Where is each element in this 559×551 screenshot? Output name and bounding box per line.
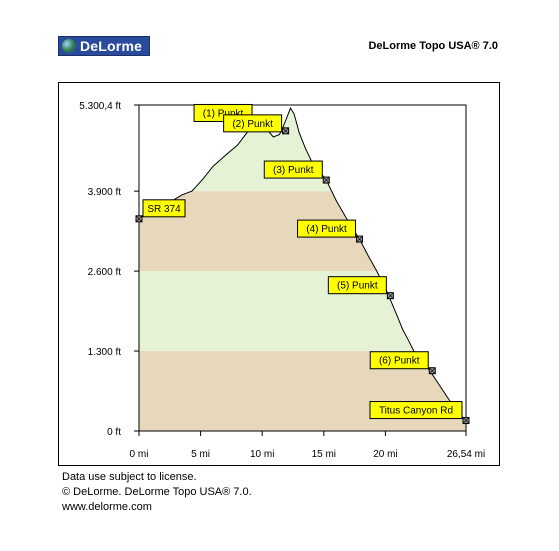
y-tick-label-2: 2.600 ft bbox=[88, 267, 122, 278]
waypoint-4: (3) Punkt bbox=[263, 160, 330, 184]
plot-border bbox=[138, 104, 467, 432]
y-tick-label-0: 0 ft bbox=[107, 427, 121, 438]
elevation-bands bbox=[139, 108, 466, 431]
waypoint-marker-cross-b bbox=[462, 417, 470, 424]
waypoint-label: (4) Punkt bbox=[306, 224, 347, 235]
elevation-band-2 bbox=[139, 271, 466, 352]
x-tick-label-2: 10 mi bbox=[250, 449, 274, 460]
waypoint-label: (6) Punkt bbox=[379, 356, 420, 367]
globe-icon bbox=[62, 39, 76, 53]
waypoint-label: Titus Canyon Rd bbox=[379, 406, 453, 417]
x-tick-label-3: 15 mi bbox=[312, 449, 336, 460]
waypoint-5: (4) Punkt bbox=[297, 219, 364, 243]
y-tick-label-1: 1.300 ft bbox=[88, 347, 122, 358]
waypoint-label-box bbox=[369, 351, 429, 370]
waypoint-label-box bbox=[369, 401, 463, 420]
waypoint-marker-cross-b bbox=[323, 176, 330, 184]
logo-text: DeLorme bbox=[80, 38, 143, 54]
waypoint-label: (5) Punkt bbox=[337, 281, 378, 292]
footer: Data use subject to license. © DeLorme. … bbox=[62, 470, 252, 515]
waypoint-label-box bbox=[297, 219, 357, 238]
license-notice: Data use subject to license. bbox=[62, 471, 197, 483]
waypoint-marker-cross-b bbox=[428, 367, 436, 374]
y-tick-label-4: 5.300,4 ft bbox=[79, 101, 121, 112]
delorme-logo: DeLorme bbox=[58, 36, 150, 56]
waypoint-marker-cross-b bbox=[135, 215, 143, 223]
chart-frame: 0 ft 1.300 ft 2.600 ft 3.900 ft 5.300,4 ft 0 … bbox=[58, 82, 500, 466]
waypoint-label: SR 374 bbox=[147, 204, 181, 215]
waypoint-label: (1) Punkt bbox=[203, 108, 244, 119]
x-tick-label-4: 20 mi bbox=[373, 449, 397, 460]
elevation-profile-line bbox=[138, 106, 467, 421]
waypoint-6: (5) Punkt bbox=[327, 276, 394, 300]
waypoint-marker-cross-b bbox=[387, 292, 394, 299]
waypoint-label: (3) Punkt bbox=[273, 165, 314, 176]
waypoint-label-box bbox=[327, 276, 387, 295]
app-title: DeLorme Topo USA® 7.0 bbox=[368, 40, 498, 52]
y-tick-label-3: 3.900 ft bbox=[88, 187, 122, 198]
waypoint-label-box bbox=[142, 199, 186, 218]
x-tick-label-1: 5 mi bbox=[191, 449, 210, 460]
waypoint-label-box bbox=[263, 160, 323, 179]
x-tick-label-0: 0 mi bbox=[130, 449, 149, 460]
website-link[interactable]: www.delorme.com bbox=[62, 501, 152, 513]
x-tick-label-5: 26,54 mi bbox=[447, 449, 485, 460]
waypoint-3: (2) Punkt bbox=[223, 114, 290, 135]
waypoint-marker-cross-b bbox=[356, 235, 363, 243]
waypoint-8: Titus Canyon Rd bbox=[369, 401, 470, 425]
waypoint-label: (2) Punkt bbox=[232, 119, 273, 130]
waypoint-7: (6) Punkt bbox=[369, 351, 436, 375]
waypoint-marker-cross-b bbox=[282, 127, 289, 135]
copyright-notice: © DeLorme. DeLorme Topo USA® 7.0. bbox=[62, 486, 252, 498]
waypoint-1: SR 374 bbox=[135, 199, 186, 223]
elevation-profile-chart: 0 ft 1.300 ft 2.600 ft 3.900 ft 5.300,4 ft 0 … bbox=[79, 101, 485, 460]
waypoint-label-box bbox=[223, 114, 283, 133]
